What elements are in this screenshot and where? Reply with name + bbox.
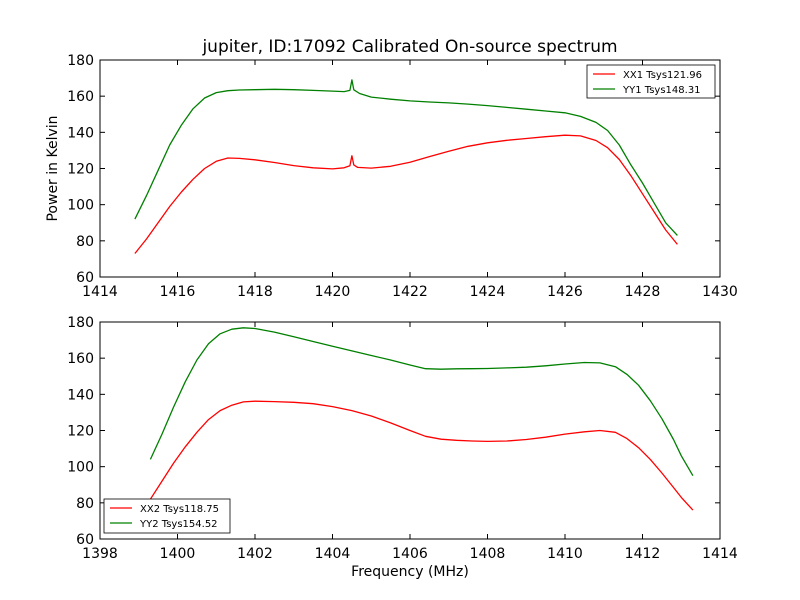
top-y-tick-label: 140 [67,125,94,141]
top-y-tick-label: 160 [67,89,94,105]
top-y-tick-label: 80 [76,234,94,250]
top-legend-box [586,64,716,99]
chart-title: jupiter, ID:17092 Calibrated On-source s… [201,37,617,57]
bottom-legend-box [103,498,231,534]
top-x-tick-label: 1420 [315,284,351,300]
top-y-tick-label: 100 [67,198,94,214]
bottom-x-tick-label: 1398 [82,546,118,562]
bottom-legend-label-yy2: YY2 Tsys154.52 [139,519,218,530]
bottom-y-tick-label: 60 [76,532,94,548]
bottom-legend: XX2 Tsys118.75 YY2 Tsys154.52 [103,498,231,534]
bottom-y-tick-label: 120 [67,424,94,440]
bottom-x-tick-label: 1406 [392,546,428,562]
top-y-tick-label: 180 [67,53,94,69]
top-series-line-yy1 [134,79,678,236]
top-x-tick-label: 1430 [702,284,738,300]
top-series-line-xx1 [134,134,678,254]
top-legend-label-yy1: YY1 Tsys148.31 [622,85,701,96]
bottom-legend-label-xx2: XX2 Tsys118.75 [140,504,219,515]
bottom-y-tick-label: 180 [67,315,94,331]
top-x-tick-label: 1422 [392,284,428,300]
bottom-y-tick-label: 100 [67,460,94,476]
top-x-tick-label: 1416 [160,284,196,300]
bottom-series-line-xx2 [149,400,694,511]
bottom-x-axis-label: Frequency (MHz) [351,564,469,580]
top-series-group [134,79,678,254]
bottom-x-tick-label: 1402 [237,546,273,562]
bottom-x-tick-label: 1404 [315,546,351,562]
bottom-x-tick-label: 1410 [547,546,583,562]
bottom-y-tick-label: 80 [76,496,94,512]
top-panel: 1414 1416 1418 1420 1422 1424 1426 1428 1430 60 80… [45,53,738,300]
top-ticks-group: 1414 1416 1418 1420 1422 1424 1426 1428 1430 60 80… [67,53,738,300]
bottom-y-tick-label: 160 [67,351,94,367]
bottom-y-tick-label: 140 [67,387,94,403]
bottom-x-tick-label: 1400 [160,546,196,562]
top-x-tick-label: 1428 [625,284,661,300]
bottom-x-tick-label: 1408 [470,546,506,562]
bottom-x-tick-label: 1414 [702,546,738,562]
bottom-series-line-yy2 [149,327,694,477]
top-y-axis-label: Power in Kelvin [45,115,61,221]
bottom-panel: 1398 1400 1402 1404 1406 1408 1410 1412 1414 60 80… [67,315,738,580]
top-x-tick-label: 1426 [547,284,583,300]
top-x-tick-label: 1414 [82,284,118,300]
top-x-tick-label: 1418 [237,284,273,300]
top-y-tick-label: 120 [67,162,94,178]
top-y-tick-label: 60 [76,270,94,286]
top-x-tick-label: 1424 [470,284,506,300]
bottom-series-group [149,327,694,511]
bottom-x-tick-label: 1412 [625,546,661,562]
top-legend: XX1 Tsys121.96 YY1 Tsys148.31 [586,64,716,99]
bottom-ticks-group: 1398 1400 1402 1404 1406 1408 1410 1412 1414 60 80… [67,315,738,562]
top-legend-label-xx1: XX1 Tsys121.96 [623,70,702,81]
